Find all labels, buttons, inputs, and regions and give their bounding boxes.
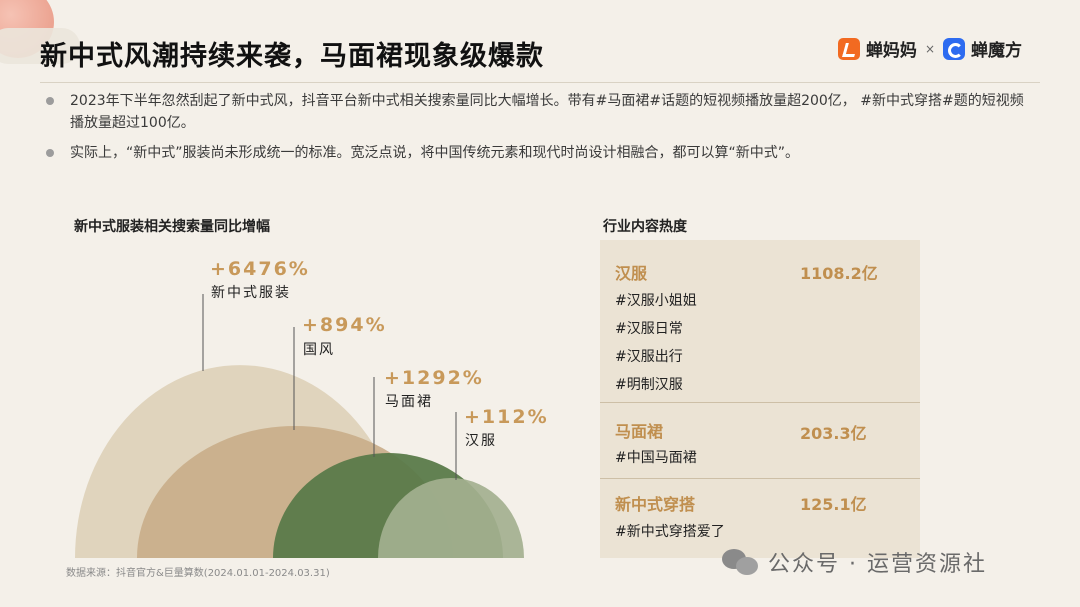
brand-separator: × — [924, 41, 935, 56]
hashtag-item: #中国马面裙 — [615, 450, 697, 466]
panel-title: 行业内容热度 — [603, 219, 687, 235]
header-divider — [40, 82, 1040, 83]
hashtag-item: #汉服小姐姐 — [615, 293, 697, 309]
section-name-hanfu: 汉服 — [615, 264, 648, 283]
page-title: 新中式风潮持续来袭，马面裙现象级爆款 — [40, 41, 544, 72]
section-divider — [600, 402, 920, 403]
watermark-text: 公众号 · 运营资源社 — [768, 552, 987, 577]
summary-bullets: 2023年下半年忽然刮起了新中式风，抖音平台新中式相关搜索量同比大幅增长。带有#… — [46, 90, 1026, 172]
brand-a-name: 蝉妈妈 — [865, 41, 917, 61]
bullet-item: 实际上，“新中式”服装尚未形成统一的标准。宽泛点说，将中国传统元素和现代时尚设计… — [46, 142, 1026, 164]
data-source: 数据来源：抖音官方&巨量算数(2024.01.01-2024.03.31) — [66, 568, 330, 579]
bullet-dot — [46, 149, 54, 157]
section-name-xinzhongshi-chuanda: 新中式穿搭 — [615, 495, 696, 514]
chanmofang-logo-icon — [943, 37, 965, 60]
bullet-dot — [46, 97, 54, 105]
category-label-guofeng: 国风 — [303, 342, 335, 358]
section-value-mamianqun: 203.3亿 — [800, 424, 867, 443]
bullet-text: 2023年下半年忽然刮起了新中式风，抖音平台新中式相关搜索量同比大幅增长。带有#… — [70, 93, 1024, 131]
category-label-hanfu: 汉服 — [465, 433, 497, 449]
hashtag-item: #汉服出行 — [615, 349, 683, 365]
category-label-xinzhongshi: 新中式服装 — [211, 285, 291, 301]
brand-b-name: 蝉魔方 — [971, 41, 1022, 61]
decorative-cloud — [0, 28, 80, 64]
bullet-text: 实际上，“新中式”服装尚未形成统一的标准。宽泛点说，将中国传统元素和现代时尚设计… — [70, 145, 800, 161]
section-divider — [600, 478, 920, 479]
hashtag-item: #明制汉服 — [615, 377, 683, 393]
wechat-icon — [722, 547, 760, 577]
section-value-xinzhongshi-chuanda: 125.1亿 — [800, 495, 867, 514]
wechat-watermark: 公众号 · 运营资源社 — [722, 546, 987, 578]
value-label-guofeng: +894% — [302, 314, 387, 336]
semicircle-mamianqun — [273, 453, 503, 558]
hashtag-item: #新中式穿搭爱了 — [615, 524, 725, 540]
section-name-mamianqun: 马面裙 — [615, 422, 664, 441]
section-value-hanfu: 1108.2亿 — [800, 264, 878, 283]
industry-heat-panel: 汉服 1108.2亿 #汉服小姐姐 #汉服日常 #汉服出行 #明制汉服 马面裙 … — [600, 240, 920, 558]
brand-logos: 蝉妈妈 × 蝉魔方 — [837, 36, 1022, 61]
semicircle-hanfu — [378, 478, 524, 558]
bullet-item: 2023年下半年忽然刮起了新中式风，抖音平台新中式相关搜索量同比大幅增长。带有#… — [46, 90, 1026, 134]
value-label-xinzhongshi: +6476% — [210, 258, 310, 280]
category-label-mamianqun: 马面裙 — [385, 394, 433, 410]
chart-title: 新中式服装相关搜索量同比增幅 — [74, 219, 270, 235]
semicircle-xinzhongshi — [75, 365, 405, 558]
value-label-hanfu: +112% — [464, 406, 549, 428]
hashtag-item: #汉服日常 — [615, 321, 683, 337]
value-label-mamianqun: +1292% — [384, 367, 484, 389]
chanmama-logo-icon — [837, 37, 860, 60]
semicircle-guofeng — [137, 426, 453, 558]
